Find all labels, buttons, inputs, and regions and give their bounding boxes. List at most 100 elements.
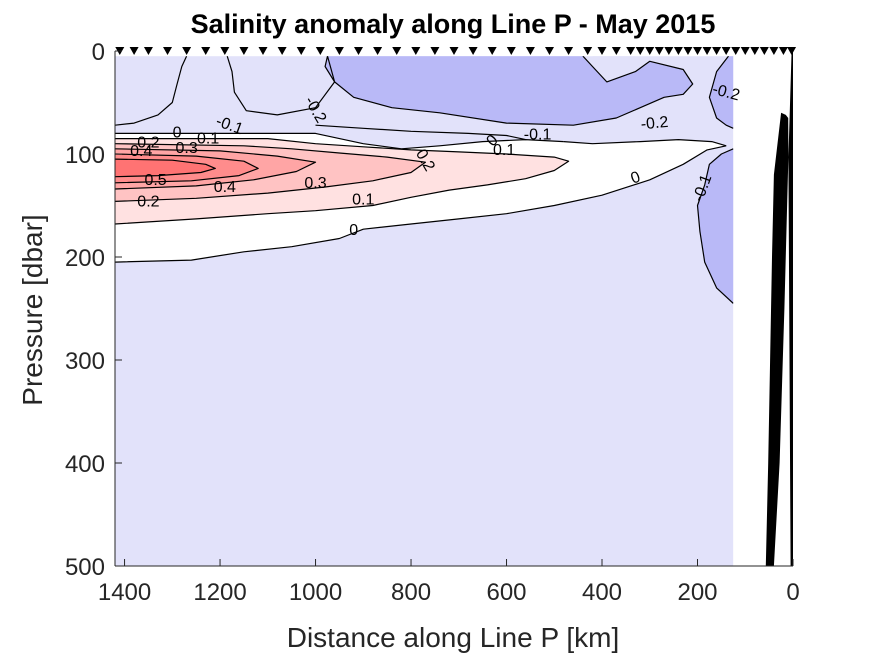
station-marker-25 [583, 47, 593, 55]
axes: 1400 1200 1000 800 600 400 200 0 0 100 200 300 400 50… [65, 39, 800, 606]
contour-lines [115, 56, 734, 304]
filled-contours [115, 56, 734, 566]
contour-label-3: -0.2 [640, 114, 669, 133]
station-marker-20 [487, 47, 497, 55]
x-tick-label-5: 400 [582, 579, 622, 606]
station-marker-13 [354, 47, 364, 55]
station-marker-8 [258, 47, 268, 55]
station-marker-34 [683, 47, 693, 55]
contour-line-13 [563, 139, 727, 147]
contour-line-2 [115, 138, 570, 225]
contour-line-5 [115, 153, 259, 184]
contour-label-5: 0.1 [493, 142, 515, 159]
x-tick-label-4: 600 [486, 579, 526, 606]
station-marker-2 [143, 47, 153, 55]
station-marker-35 [693, 47, 703, 55]
station-marker-40 [740, 47, 750, 55]
station-marker-12 [334, 47, 344, 55]
plot-area: -0.1 -0.2-0.2-0.2-0.10.100.20 -0.10.20 0.10… [115, 47, 797, 566]
contour-label-20: 0 [349, 222, 358, 239]
contour-label-11: 0 [173, 124, 182, 141]
y-axis-label: Pressure [dbar] [17, 214, 48, 405]
station-marker-21 [506, 47, 516, 55]
contour-label-18: 0.2 [137, 193, 159, 210]
contour-label-12: 0.1 [197, 131, 219, 148]
station-marker-11 [315, 47, 325, 55]
station-marker-23 [544, 47, 554, 55]
station-marker-30 [645, 47, 655, 55]
contour-line-8 [226, 56, 336, 116]
station-marker-32 [664, 47, 674, 55]
contour-label-16: 0.4 [214, 179, 236, 196]
contour-line-3 [115, 143, 426, 202]
station-marker-33 [673, 47, 683, 55]
station-marker-7 [239, 47, 249, 55]
station-marker-31 [654, 47, 664, 55]
x-tick-label-1: 1200 [193, 579, 246, 606]
station-marker-44 [778, 47, 788, 55]
station-marker-29 [635, 47, 645, 55]
x-tick-label-3: 800 [391, 579, 431, 606]
station-marker-27 [611, 47, 621, 55]
contour-label-15: 0.5 [144, 172, 166, 189]
station-marker-6 [220, 47, 230, 55]
y-tick-label-2: 200 [65, 245, 105, 272]
station-marker-36 [702, 47, 712, 55]
filled-region-6 [115, 159, 216, 177]
station-marker-3 [163, 47, 173, 55]
chart-title: Salinity anomaly along Line P - May 2015 [191, 9, 716, 39]
station-marker-19 [468, 47, 478, 55]
contour-line-9 [326, 56, 694, 126]
station-marker-15 [392, 47, 402, 55]
contour-line-1 [115, 132, 564, 150]
x-tick-label-7: 0 [786, 579, 799, 606]
contour-label-19: 0.1 [352, 191, 374, 208]
station-marker-1 [129, 47, 139, 55]
contour-line-7 [115, 56, 188, 126]
x-tick-label-0: 1400 [98, 579, 151, 606]
contour-label-10: 0.2 [137, 135, 159, 152]
filled-region-10 [592, 56, 636, 74]
station-marker-4 [182, 47, 192, 55]
x-tick-label-6: 200 [677, 579, 717, 606]
contour-line-6 [115, 158, 216, 178]
y-tick-label-4: 400 [65, 451, 105, 478]
station-marker-9 [277, 47, 287, 55]
station-marker-38 [721, 47, 731, 55]
y-tick-label-5: 500 [65, 554, 105, 581]
y-tick-label-1: 100 [65, 142, 105, 169]
contour-label-14: 0.3 [175, 140, 197, 157]
station-marker-5 [201, 47, 211, 55]
station-marker-41 [750, 47, 760, 55]
station-marker-45 [787, 47, 797, 55]
contour-label-17: 0.3 [304, 175, 326, 192]
contour-label-13: 0.4 [130, 143, 152, 160]
contour-line-11 [708, 56, 734, 129]
contour-line-0 [115, 145, 727, 263]
filled-region-8 [709, 56, 734, 129]
station-marker-39 [731, 47, 741, 55]
contour-line-4 [115, 148, 317, 190]
x-tick-label-2: 1000 [289, 579, 342, 606]
station-marker-10 [296, 47, 306, 55]
station-marker-17 [430, 47, 440, 55]
bottom-topography [765, 51, 793, 566]
contour-label-2: -0.2 [711, 81, 742, 105]
station-marker-43 [769, 47, 779, 55]
contour-line-12 [696, 148, 734, 304]
contour-line-10 [315, 124, 526, 141]
x-axis-label: Distance along Line P [km] [287, 622, 620, 653]
station-marker-28 [626, 47, 636, 55]
station-markers [115, 47, 797, 55]
station-marker-26 [597, 47, 607, 55]
station-marker-22 [525, 47, 535, 55]
station-marker-16 [411, 47, 421, 55]
station-marker-37 [712, 47, 722, 55]
station-marker-14 [373, 47, 383, 55]
y-tick-label-0: 0 [92, 39, 105, 66]
y-tick-label-3: 300 [65, 348, 105, 375]
station-marker-24 [564, 47, 574, 55]
filled-region-7 [325, 56, 693, 126]
